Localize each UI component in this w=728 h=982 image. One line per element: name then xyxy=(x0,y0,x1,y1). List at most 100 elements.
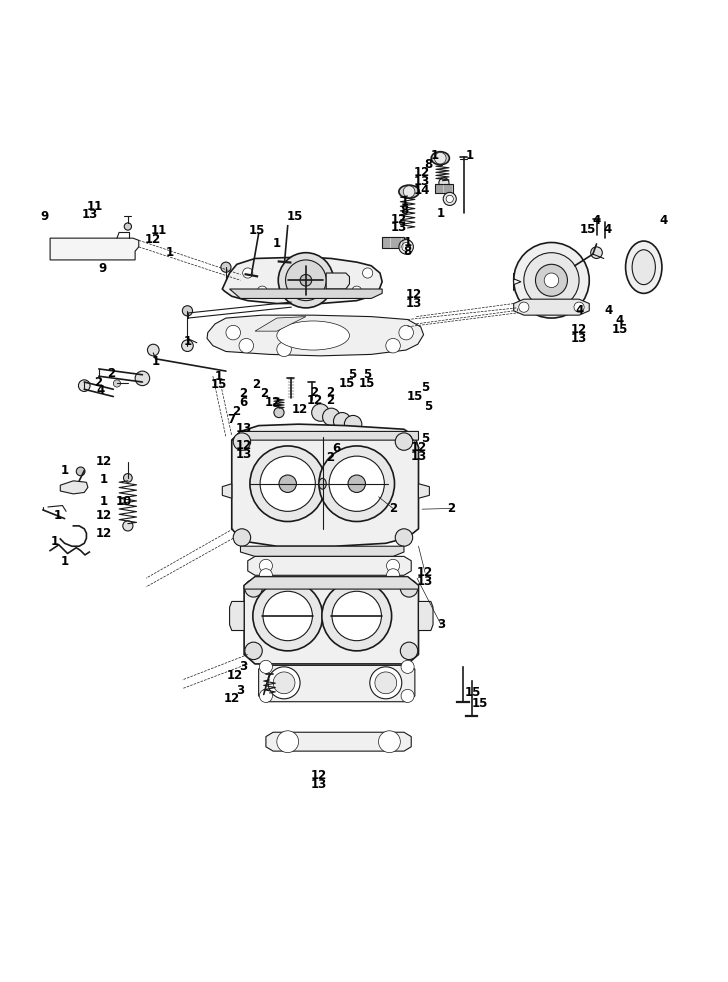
Circle shape xyxy=(312,404,329,421)
Circle shape xyxy=(274,408,284,417)
Ellipse shape xyxy=(625,241,662,294)
Text: 2: 2 xyxy=(327,451,335,464)
Circle shape xyxy=(395,528,413,546)
Circle shape xyxy=(323,409,340,425)
Circle shape xyxy=(233,433,250,451)
Polygon shape xyxy=(229,601,244,630)
Text: 15: 15 xyxy=(339,377,355,390)
Circle shape xyxy=(135,371,150,386)
Text: 12: 12 xyxy=(235,440,251,453)
Polygon shape xyxy=(50,239,139,260)
Text: 4: 4 xyxy=(593,214,601,227)
Polygon shape xyxy=(244,576,419,589)
Text: 2: 2 xyxy=(107,367,115,380)
Text: 1: 1 xyxy=(53,510,61,522)
Text: 4: 4 xyxy=(97,384,105,398)
Text: 15: 15 xyxy=(248,224,265,238)
Circle shape xyxy=(446,195,454,202)
Text: 2: 2 xyxy=(240,387,248,400)
Circle shape xyxy=(242,268,253,278)
Circle shape xyxy=(250,446,325,521)
Text: 3: 3 xyxy=(437,619,445,631)
Ellipse shape xyxy=(399,185,419,198)
Text: 12: 12 xyxy=(96,526,112,540)
Circle shape xyxy=(239,339,253,353)
Text: 5: 5 xyxy=(421,432,430,445)
Polygon shape xyxy=(244,576,419,664)
Circle shape xyxy=(401,660,414,674)
Circle shape xyxy=(574,302,584,312)
Circle shape xyxy=(400,579,418,597)
Text: 2: 2 xyxy=(94,375,102,389)
Text: 12: 12 xyxy=(414,166,430,180)
Text: 12: 12 xyxy=(223,692,240,705)
Circle shape xyxy=(386,339,400,353)
Polygon shape xyxy=(419,484,430,498)
Circle shape xyxy=(435,152,446,164)
Ellipse shape xyxy=(319,478,326,489)
Circle shape xyxy=(370,667,402,699)
Text: 7: 7 xyxy=(228,413,236,426)
Circle shape xyxy=(245,642,262,660)
Text: 9: 9 xyxy=(40,210,49,223)
Text: 2: 2 xyxy=(327,395,335,408)
Polygon shape xyxy=(222,484,232,498)
Text: 10: 10 xyxy=(116,495,132,508)
Circle shape xyxy=(285,260,326,300)
Text: 1: 1 xyxy=(431,149,439,162)
Circle shape xyxy=(257,286,267,297)
Text: 15: 15 xyxy=(210,378,227,392)
Polygon shape xyxy=(514,300,589,315)
Text: 8: 8 xyxy=(400,204,409,217)
Circle shape xyxy=(124,473,132,482)
Text: 12: 12 xyxy=(264,396,280,409)
Text: 1: 1 xyxy=(400,195,408,208)
Circle shape xyxy=(259,560,272,573)
Text: 4: 4 xyxy=(604,223,612,236)
Text: 12: 12 xyxy=(292,404,308,416)
Text: 12: 12 xyxy=(145,233,162,246)
Circle shape xyxy=(233,528,250,546)
Polygon shape xyxy=(313,425,346,437)
Bar xyxy=(435,185,453,193)
Text: 4: 4 xyxy=(660,214,668,227)
Text: 2: 2 xyxy=(327,386,335,399)
Circle shape xyxy=(375,672,397,693)
Circle shape xyxy=(181,340,193,352)
Circle shape xyxy=(387,569,400,581)
Text: 12: 12 xyxy=(226,669,243,682)
Text: 15: 15 xyxy=(359,377,375,390)
Text: 15: 15 xyxy=(287,210,303,223)
Circle shape xyxy=(268,667,300,699)
Circle shape xyxy=(322,581,392,651)
Circle shape xyxy=(114,380,121,387)
Circle shape xyxy=(259,660,272,674)
Text: 1: 1 xyxy=(100,473,108,486)
Circle shape xyxy=(329,456,384,512)
Text: 15: 15 xyxy=(472,696,488,710)
Polygon shape xyxy=(419,601,433,630)
Text: 5: 5 xyxy=(348,368,357,381)
Text: 13: 13 xyxy=(405,297,422,310)
Circle shape xyxy=(401,689,414,702)
Circle shape xyxy=(277,731,298,752)
Text: 2: 2 xyxy=(447,502,455,515)
Bar xyxy=(382,238,404,248)
Text: 2: 2 xyxy=(260,387,268,400)
Text: 8: 8 xyxy=(424,157,432,171)
Circle shape xyxy=(245,579,262,597)
Text: 13: 13 xyxy=(571,332,587,345)
Text: 13: 13 xyxy=(235,448,251,462)
Text: 12: 12 xyxy=(417,566,433,578)
Polygon shape xyxy=(60,481,88,494)
Circle shape xyxy=(536,264,567,297)
Circle shape xyxy=(123,520,133,531)
Circle shape xyxy=(590,246,602,258)
Text: 2: 2 xyxy=(253,378,261,392)
Circle shape xyxy=(395,433,413,451)
Text: 1: 1 xyxy=(436,207,444,220)
Circle shape xyxy=(300,275,312,286)
Polygon shape xyxy=(248,557,411,575)
Text: 15: 15 xyxy=(407,390,423,403)
Text: 2: 2 xyxy=(389,502,397,515)
